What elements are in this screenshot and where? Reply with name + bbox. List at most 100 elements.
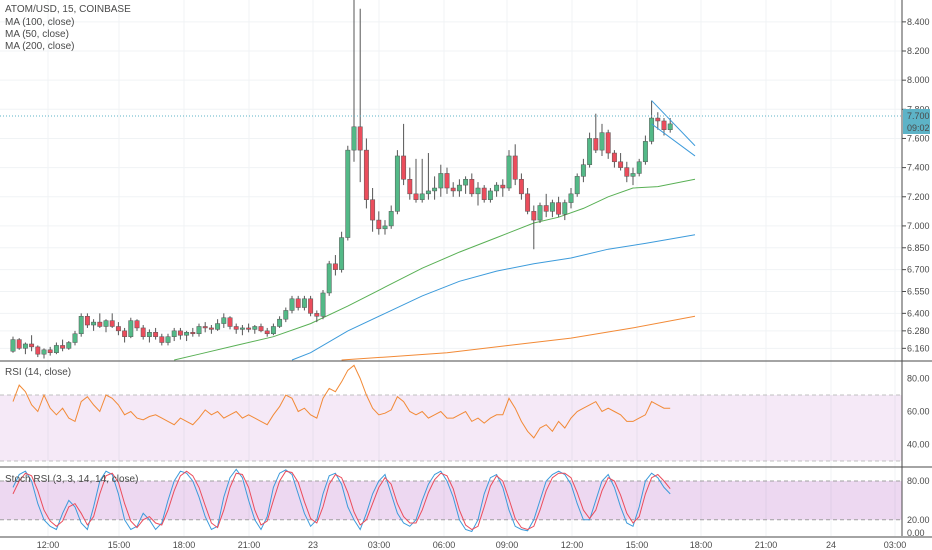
candle bbox=[35, 345, 41, 358]
candle bbox=[308, 295, 314, 317]
stoch-line-1 bbox=[12, 470, 671, 531]
candle-body bbox=[35, 346, 41, 355]
candle bbox=[593, 113, 599, 154]
symbol-title[interactable]: ATOM/USD, 15, COINBASE bbox=[5, 4, 131, 15]
stoch-rsi-legend[interactable]: Stoch RSI (3, 3, 14, 14, close) bbox=[5, 474, 139, 485]
candle-body bbox=[407, 179, 413, 195]
legend-ma-50[interactable]: MA (50, close) bbox=[5, 29, 69, 40]
candle bbox=[66, 341, 72, 350]
candle-body bbox=[630, 173, 636, 177]
legend-ma-200[interactable]: MA (200, close) bbox=[5, 41, 75, 52]
candle bbox=[388, 205, 394, 229]
trend-channel-line[interactable] bbox=[651, 100, 696, 147]
candle bbox=[599, 123, 605, 156]
candle bbox=[109, 313, 115, 328]
candle bbox=[618, 153, 624, 171]
candle bbox=[351, 0, 357, 162]
candle-body bbox=[122, 330, 128, 337]
stoch-band bbox=[0, 480, 902, 520]
candle bbox=[295, 295, 301, 311]
candle bbox=[401, 123, 407, 186]
candle-body bbox=[636, 161, 642, 174]
x-tick-label: 21:00 bbox=[238, 540, 261, 550]
trend-channel-line[interactable] bbox=[651, 123, 696, 157]
candle bbox=[252, 325, 258, 334]
x-tick-label: 15:00 bbox=[108, 540, 131, 550]
candle bbox=[84, 313, 90, 328]
candle-body bbox=[525, 193, 531, 212]
candle-body bbox=[301, 298, 307, 308]
candle bbox=[227, 316, 233, 330]
candle-body bbox=[332, 263, 338, 270]
candle-body bbox=[463, 179, 469, 186]
candle bbox=[469, 173, 475, 197]
candle bbox=[177, 327, 183, 340]
candle-body bbox=[506, 155, 512, 189]
candle bbox=[153, 327, 159, 340]
candle bbox=[190, 327, 196, 337]
candle bbox=[122, 327, 128, 343]
candle-body bbox=[22, 343, 28, 349]
candle bbox=[500, 179, 506, 197]
candle-body bbox=[97, 321, 103, 327]
candle-body bbox=[531, 211, 537, 221]
candle bbox=[413, 158, 419, 203]
candle bbox=[16, 338, 22, 350]
legend-ma-100[interactable]: MA (100, close) bbox=[5, 17, 75, 28]
candle bbox=[512, 144, 518, 186]
x-tick-label: 18:00 bbox=[173, 540, 196, 550]
candle-body bbox=[72, 333, 78, 343]
rsi-legend[interactable]: RSI (14, close) bbox=[5, 367, 72, 378]
candle-body bbox=[295, 298, 301, 308]
candle bbox=[587, 132, 593, 168]
candle bbox=[450, 182, 456, 197]
candle-body bbox=[618, 161, 624, 168]
candle bbox=[382, 220, 388, 235]
candle-body bbox=[41, 349, 47, 355]
candle bbox=[655, 112, 661, 130]
candle-body bbox=[388, 211, 394, 227]
candle bbox=[518, 173, 524, 200]
x-tick-label: 15:00 bbox=[626, 540, 649, 550]
countdown-box bbox=[903, 122, 930, 134]
candle bbox=[407, 167, 413, 200]
y-tick-label: 8.200 bbox=[907, 46, 930, 56]
candle-body bbox=[227, 317, 233, 327]
candle bbox=[202, 322, 208, 333]
x-tick-label: 03:00 bbox=[884, 540, 907, 550]
candle bbox=[636, 158, 642, 177]
candle bbox=[165, 333, 171, 346]
candle bbox=[574, 173, 580, 197]
y-tick-label: 7.400 bbox=[907, 163, 930, 173]
candle-body bbox=[487, 190, 493, 200]
candle-body bbox=[642, 141, 648, 163]
candle bbox=[239, 325, 245, 336]
candle-body bbox=[146, 332, 152, 337]
candle bbox=[630, 167, 636, 186]
x-tick-label: 06:00 bbox=[433, 540, 456, 550]
candle bbox=[339, 231, 345, 273]
candle-body bbox=[568, 193, 574, 203]
candle-body bbox=[345, 149, 351, 238]
candle bbox=[549, 199, 555, 218]
candle bbox=[283, 307, 289, 323]
candle-body bbox=[91, 321, 97, 326]
candle bbox=[277, 316, 283, 328]
candle-body bbox=[277, 318, 283, 327]
candle-body bbox=[587, 138, 593, 165]
candle bbox=[370, 188, 376, 232]
candle-body bbox=[500, 184, 506, 189]
candle-body bbox=[60, 345, 66, 349]
candle-body bbox=[153, 332, 159, 337]
candle bbox=[314, 310, 320, 323]
y-tick-label: 6.550 bbox=[907, 286, 930, 296]
candle bbox=[53, 342, 59, 355]
candle bbox=[301, 295, 307, 311]
candle-body bbox=[196, 326, 202, 335]
candle bbox=[115, 322, 121, 336]
candle-body bbox=[425, 190, 431, 195]
candle-body bbox=[140, 327, 146, 337]
candle-body bbox=[624, 167, 630, 177]
candle bbox=[444, 167, 450, 194]
